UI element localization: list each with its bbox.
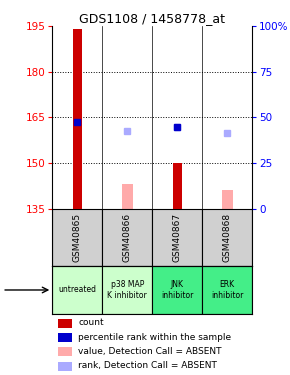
Bar — [58, 319, 72, 328]
Bar — [102, 209, 152, 266]
Bar — [102, 266, 152, 314]
Text: ERK
inhibitor: ERK inhibitor — [211, 280, 244, 300]
Bar — [73, 29, 82, 209]
Text: percentile rank within the sample: percentile rank within the sample — [78, 333, 231, 342]
Bar — [173, 163, 182, 209]
Bar — [52, 266, 102, 314]
Text: GSM40865: GSM40865 — [73, 213, 82, 262]
Bar — [58, 333, 72, 342]
Bar — [58, 347, 72, 356]
Bar — [152, 266, 202, 314]
Bar — [202, 266, 252, 314]
Text: untreated: untreated — [58, 285, 96, 294]
Text: count: count — [78, 318, 104, 327]
Bar — [122, 184, 133, 209]
Bar — [222, 190, 233, 209]
Text: GSM40867: GSM40867 — [173, 213, 182, 262]
Title: GDS1108 / 1458778_at: GDS1108 / 1458778_at — [79, 12, 225, 25]
Bar — [152, 209, 202, 266]
Bar — [52, 209, 102, 266]
Text: JNK
inhibitor: JNK inhibitor — [161, 280, 193, 300]
Text: value, Detection Call = ABSENT: value, Detection Call = ABSENT — [78, 347, 222, 356]
Bar — [202, 209, 252, 266]
Text: GSM40868: GSM40868 — [223, 213, 232, 262]
Text: p38 MAP
K inhibitor: p38 MAP K inhibitor — [107, 280, 147, 300]
Text: rank, Detection Call = ABSENT: rank, Detection Call = ABSENT — [78, 361, 217, 370]
Bar — [58, 362, 72, 370]
Text: GSM40866: GSM40866 — [123, 213, 132, 262]
